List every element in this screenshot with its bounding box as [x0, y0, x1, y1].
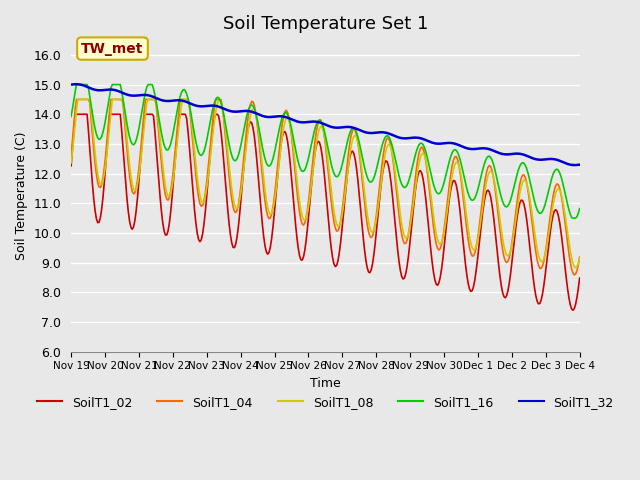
X-axis label: Time: Time: [310, 377, 340, 390]
Text: TW_met: TW_met: [81, 42, 144, 56]
Legend: SoilT1_02, SoilT1_04, SoilT1_08, SoilT1_16, SoilT1_32: SoilT1_02, SoilT1_04, SoilT1_08, SoilT1_…: [32, 391, 619, 414]
Title: Soil Temperature Set 1: Soil Temperature Set 1: [223, 15, 428, 33]
Y-axis label: Soil Temperature (C): Soil Temperature (C): [15, 132, 28, 260]
